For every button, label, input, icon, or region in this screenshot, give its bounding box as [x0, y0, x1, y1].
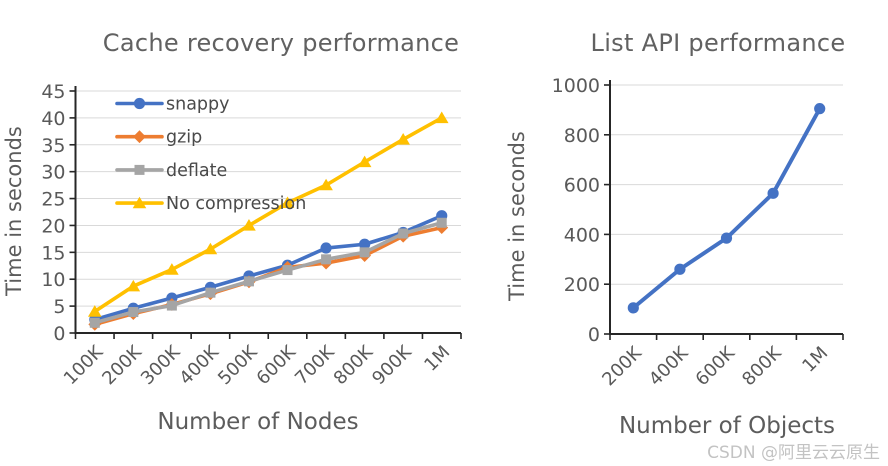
series-line-snappy: [92, 213, 444, 322]
legend-item-gzip: gzip: [115, 128, 202, 148]
y-tick-label: 30: [41, 162, 65, 184]
marker-list-api: [767, 187, 779, 199]
x-tick-label: 800K: [738, 342, 786, 390]
series-snappy: [89, 210, 448, 326]
marker-no-compression: [203, 242, 218, 255]
cache-recovery-performance-chart: 0 5 10 15 20 25 30 35 40 45 100K200K300K400K500K60…: [41, 81, 462, 389]
legend-label: gzip: [166, 128, 202, 148]
marker-no-compression: [280, 196, 295, 209]
x-tick-label: 400K: [175, 341, 223, 389]
cache-chart-y-axis-title: Time in seconds: [2, 126, 26, 296]
marker-no-compression: [126, 279, 141, 292]
cache-chart-title: Cache recovery performance: [102, 29, 460, 57]
csdn-watermark: CSDN @阿里云云原生: [707, 443, 880, 463]
series-no-compression: [87, 111, 449, 317]
legend-item-snappy: snappy: [115, 95, 230, 115]
x-tick-label: 700K: [291, 341, 339, 389]
legend-label: snappy: [166, 95, 230, 115]
marker-list-api: [814, 103, 826, 115]
marker-deflate: [436, 217, 447, 228]
marker-no-compression: [242, 219, 256, 231]
y-tick-label: 15: [41, 242, 65, 264]
y-tick-label: 800: [564, 125, 600, 147]
x-tick-label: 200K: [598, 342, 646, 390]
marker-no-compression: [357, 155, 372, 168]
marker-deflate: [243, 276, 254, 287]
marker-no-compression: [165, 263, 179, 275]
series-deflate: [89, 217, 447, 328]
marker-snappy: [359, 238, 371, 250]
legend-marker-snappy: [133, 97, 146, 110]
series-line-no-compression: [92, 116, 444, 314]
marker-snappy: [320, 242, 332, 254]
legend-item-deflate: deflate: [115, 161, 227, 181]
y-tick-label: 40: [41, 108, 65, 130]
marker-deflate: [166, 300, 177, 311]
x-tick-label: 600K: [253, 341, 301, 389]
marker-no-compression: [87, 305, 102, 317]
x-tick-label: 600K: [692, 342, 740, 390]
y-tick-label: 10: [41, 269, 65, 291]
y-tick-label: 1000: [552, 75, 600, 97]
x-tick-label: 300K: [137, 341, 185, 389]
marker-deflate: [89, 317, 100, 328]
legend-marker-deflate: [134, 164, 145, 175]
series-list-api: [627, 103, 826, 314]
y-tick-label: 5: [53, 296, 65, 318]
marker-list-api: [720, 232, 733, 244]
x-tick-label: 500K: [214, 341, 262, 389]
legend-label: deflate: [166, 161, 227, 181]
x-tick-label: 400K: [645, 342, 693, 390]
series-line-list-api: [631, 106, 822, 310]
legend-marker-no-compression: [132, 196, 147, 209]
marker-no-compression: [434, 111, 449, 124]
marker-deflate: [359, 247, 370, 258]
list-api-performance-chart: 0 200 400 600 800 1000 200K 400K 600K 800K 1M: [552, 75, 844, 390]
y-tick-label: 0: [588, 324, 600, 346]
marker-list-api: [627, 302, 639, 314]
legend-item-no-compression: No compression: [115, 194, 306, 214]
x-tick-label: 900K: [368, 341, 416, 389]
series-line-deflate: [92, 220, 444, 325]
x-tick-label: 200K: [98, 341, 146, 389]
y-tick-label: 600: [564, 175, 600, 197]
y-tick-label: 200: [564, 274, 600, 296]
y-tick-label: 0: [53, 323, 65, 345]
marker-no-compression: [396, 133, 410, 145]
legend-marker-gzip: [133, 130, 146, 144]
list-chart-x-axis-title: Number of Objects: [618, 413, 836, 439]
y-tick-label: 45: [41, 81, 65, 103]
x-tick-label: 1M: [420, 342, 454, 376]
marker-deflate: [321, 254, 332, 265]
marker-deflate: [128, 307, 139, 318]
cache-chart-x-axis-title: Number of Nodes: [157, 409, 359, 435]
x-tick-label: 800K: [330, 341, 378, 389]
marker-deflate: [398, 228, 409, 239]
legend-label: No compression: [166, 194, 306, 214]
marker-deflate: [205, 287, 216, 298]
list-chart-y-axis-title: Time in seconds: [505, 131, 529, 301]
x-tick-label: 1M: [798, 343, 832, 377]
y-tick-label: 25: [41, 189, 65, 211]
marker-list-api: [674, 263, 686, 275]
y-tick-label: 35: [41, 135, 65, 157]
x-tick-label: 100K: [60, 341, 108, 389]
y-tick-label: 20: [41, 215, 65, 237]
y-tick-label: 400: [564, 224, 600, 246]
marker-deflate: [282, 265, 293, 276]
list-chart-title: List API performance: [590, 29, 846, 57]
marker-no-compression: [319, 178, 333, 191]
